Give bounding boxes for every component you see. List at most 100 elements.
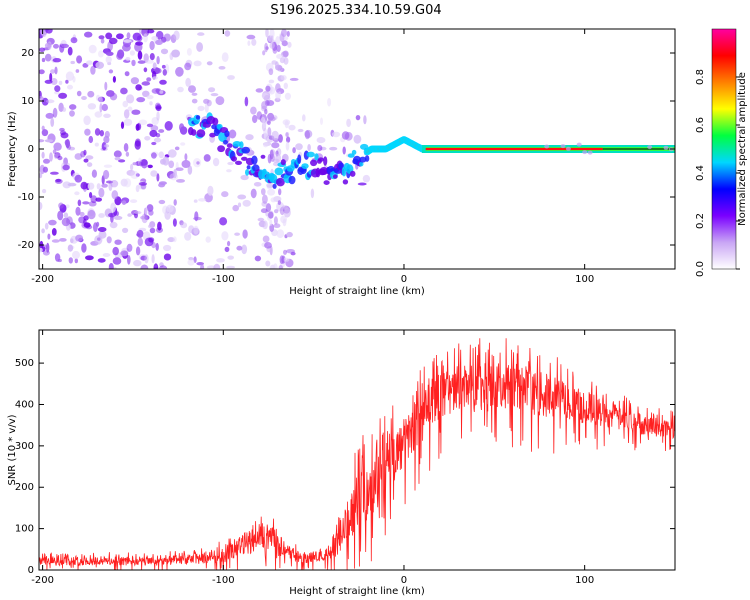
noise-blob <box>155 106 162 110</box>
noise-blob <box>63 212 69 218</box>
noise-blob <box>58 92 68 99</box>
noise-blob <box>152 62 157 70</box>
colorbar: 0.0 0.2 0.4 0.6 0.8 Normalized spectral ampl… <box>695 28 748 277</box>
noise-blob <box>139 182 147 186</box>
noise-blob <box>186 48 192 56</box>
noise-blob <box>135 123 140 131</box>
noise-blob <box>87 209 96 220</box>
noise-blob <box>175 167 184 171</box>
noise-blob <box>161 64 166 69</box>
noise-blob <box>122 43 131 52</box>
noise-blob <box>65 71 74 81</box>
noise-blob <box>156 111 160 121</box>
noise-blob <box>218 66 226 70</box>
noise-blob <box>55 178 62 183</box>
noise-blob <box>184 62 192 71</box>
noise-blob <box>288 124 296 131</box>
noise-blob <box>304 130 310 140</box>
noise-blob <box>268 79 275 84</box>
noise-blob <box>287 41 292 48</box>
noise-blob <box>196 161 200 165</box>
noise-blob <box>52 107 58 118</box>
noise-blob <box>135 84 142 91</box>
noise-blob <box>262 50 266 56</box>
noise-blob <box>140 264 149 269</box>
noise-blob <box>127 106 133 112</box>
noise-blob <box>44 222 49 230</box>
noise-blob <box>110 213 114 224</box>
noise-blob <box>108 181 113 192</box>
noise-blob <box>69 104 77 110</box>
noise-blob <box>193 60 202 67</box>
noise-blob <box>41 151 45 159</box>
noise-blob <box>106 90 115 97</box>
noise-blob <box>283 249 287 255</box>
noise-blob <box>136 229 144 238</box>
noise-blob <box>240 174 249 181</box>
noise-blob <box>99 103 103 113</box>
noise-blob <box>123 109 130 119</box>
noise-blob <box>50 69 56 74</box>
noise-blob <box>289 77 299 81</box>
noise-blob <box>267 127 272 137</box>
noise-blob <box>191 98 198 104</box>
noise-blob <box>281 29 287 37</box>
noise-blob <box>134 42 143 52</box>
noise-blob <box>267 211 274 219</box>
noise-blob <box>188 257 194 261</box>
noise-blob <box>108 69 114 74</box>
noise-blob <box>75 69 80 73</box>
noise-blob <box>70 37 78 44</box>
noise-blob <box>113 150 122 158</box>
x-tick-label: -100 <box>212 274 235 285</box>
noise-blob <box>121 200 127 206</box>
noise-blob <box>126 94 135 104</box>
noise-blob <box>172 218 177 227</box>
noise-blob <box>146 123 154 128</box>
noise-blob <box>146 95 154 100</box>
noise-blob <box>68 146 76 151</box>
noise-blob <box>88 135 94 144</box>
ridge-blob <box>241 156 248 161</box>
noise-blob <box>237 202 242 208</box>
noise-blob <box>141 81 151 86</box>
ridge-blob <box>280 159 286 166</box>
colorbar-tick-label: 0.2 <box>695 213 706 229</box>
snr-x-label: Height of straight line (km) <box>289 586 425 597</box>
noise-blob <box>114 156 121 161</box>
noise-blob <box>150 125 159 132</box>
ridge-blob <box>364 155 370 162</box>
noise-blob <box>147 224 155 229</box>
noise-blob <box>95 197 102 202</box>
noise-blob <box>83 222 91 228</box>
noise-blob <box>112 246 119 256</box>
noise-blob <box>159 79 167 85</box>
noise-blob <box>265 29 269 38</box>
noise-blob <box>184 232 192 241</box>
noise-blob <box>262 119 267 129</box>
noise-blob <box>180 142 186 146</box>
noise-blob <box>269 219 273 226</box>
noise-blob <box>51 228 57 236</box>
noise-blob <box>67 182 77 187</box>
spectrogram-x-axis: -200 -100 0 100 <box>31 29 594 285</box>
noise-blob <box>284 120 289 129</box>
noise-blob <box>363 115 367 125</box>
noise-blob <box>264 42 268 53</box>
noise-blob <box>187 259 195 266</box>
noise-blob <box>120 250 129 257</box>
noise-blob <box>151 254 155 264</box>
noise-blob <box>215 96 225 106</box>
noise-blob <box>61 217 71 227</box>
noise-blob <box>269 264 275 269</box>
colorbar-gradient <box>712 29 736 269</box>
noise-blob <box>197 32 205 36</box>
noise-blob <box>329 146 338 151</box>
noise-blob <box>193 256 197 264</box>
noise-blob <box>169 52 174 61</box>
noise-blob <box>290 251 296 256</box>
noise-blob <box>285 132 289 138</box>
noise-blob <box>72 250 80 260</box>
spectrogram-x-label: Height of straight line (km) <box>289 286 425 297</box>
